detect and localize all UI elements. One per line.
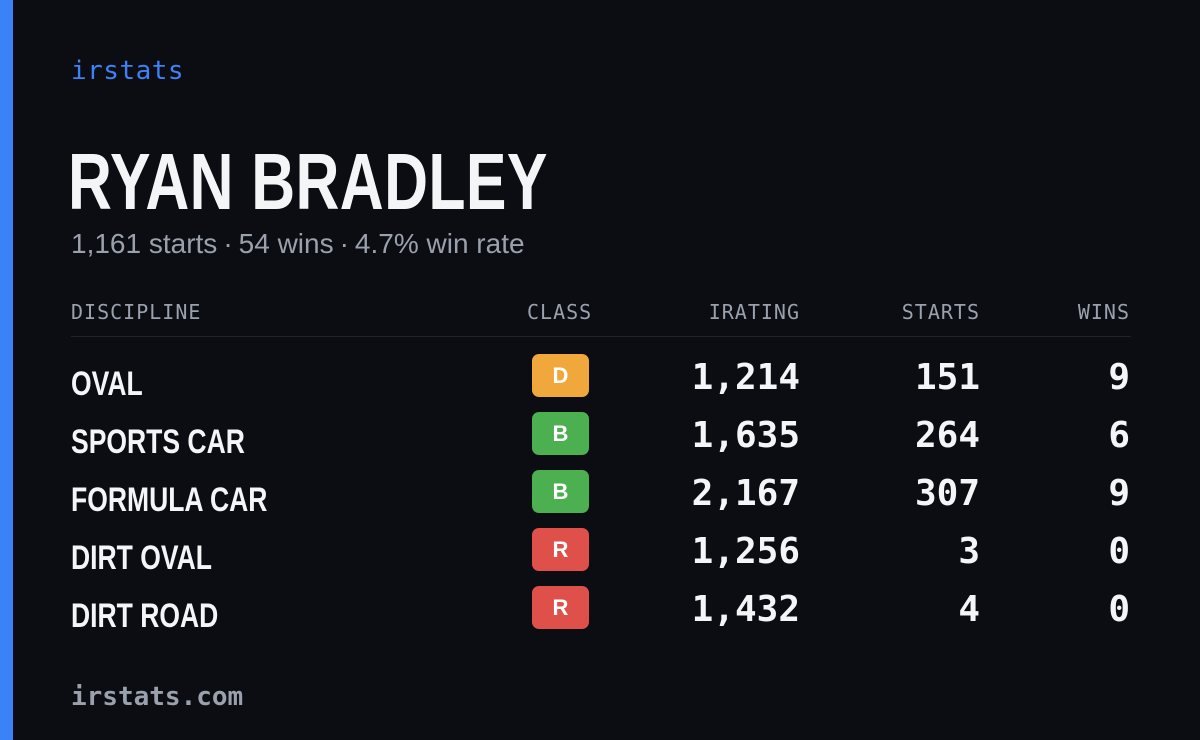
driver-summary: 1,161 starts · 54 wins · 4.7% win rate — [71, 228, 525, 260]
class-badge: D — [532, 354, 589, 397]
table-header: DISCIPLINE CLASS IRATING STARTS WINS — [71, 298, 1131, 337]
starts-value: 307 — [914, 473, 980, 514]
summary-separator: · — [223, 228, 233, 259]
wins-value: 9 — [1108, 357, 1130, 398]
class-badge: B — [532, 412, 589, 455]
irating-value: 1,635 — [691, 415, 800, 456]
irating-value: 1,256 — [691, 531, 800, 572]
header-starts: STARTS — [901, 300, 980, 324]
table-row: DIRT ROAD R 1,432 4 0 — [71, 582, 1131, 640]
starts-value: 151 — [914, 357, 980, 398]
accent-bar — [0, 0, 13, 740]
starts-value: 264 — [914, 415, 980, 456]
summary-separator: · — [339, 228, 349, 259]
irating-value: 2,167 — [691, 473, 800, 514]
class-badge: R — [532, 586, 589, 629]
discipline-name: SPORTS CAR — [71, 423, 245, 461]
class-badge: R — [532, 528, 589, 571]
starts-value: 3 — [958, 531, 980, 572]
discipline-name: DIRT ROAD — [71, 597, 219, 635]
wins-value: 9 — [1108, 473, 1130, 514]
wins-value: 0 — [1108, 531, 1130, 572]
summary-win-rate: 4.7% win rate — [354, 228, 525, 259]
class-badge: B — [532, 470, 589, 513]
driver-name: RYAN BRADLEY — [68, 137, 548, 226]
wins-value: 6 — [1108, 415, 1130, 456]
header-class: CLASS — [527, 300, 593, 324]
table-row: DIRT OVAL R 1,256 3 0 — [71, 524, 1131, 582]
header-irating: IRATING — [708, 300, 800, 324]
footer-url: irstats.com — [71, 682, 244, 712]
irating-value: 1,214 — [691, 357, 800, 398]
brand-logo-text: irstats — [71, 56, 185, 86]
discipline-table: OVAL D 1,214 151 9 SPORTS CAR B 1,635 26… — [71, 350, 1131, 640]
table-row: FORMULA CAR B 2,167 307 9 — [71, 466, 1131, 524]
discipline-name: FORMULA CAR — [71, 481, 268, 519]
starts-value: 4 — [958, 589, 980, 630]
irating-value: 1,432 — [691, 589, 800, 630]
summary-starts: 1,161 starts — [71, 228, 218, 259]
header-wins: WINS — [1077, 300, 1130, 324]
header-discipline: DISCIPLINE — [71, 300, 202, 324]
summary-wins: 54 wins — [238, 228, 334, 259]
table-row: OVAL D 1,214 151 9 — [71, 350, 1131, 408]
discipline-name: DIRT OVAL — [71, 539, 212, 577]
discipline-name: OVAL — [71, 365, 143, 403]
wins-value: 0 — [1108, 589, 1130, 630]
table-row: SPORTS CAR B 1,635 264 6 — [71, 408, 1131, 466]
